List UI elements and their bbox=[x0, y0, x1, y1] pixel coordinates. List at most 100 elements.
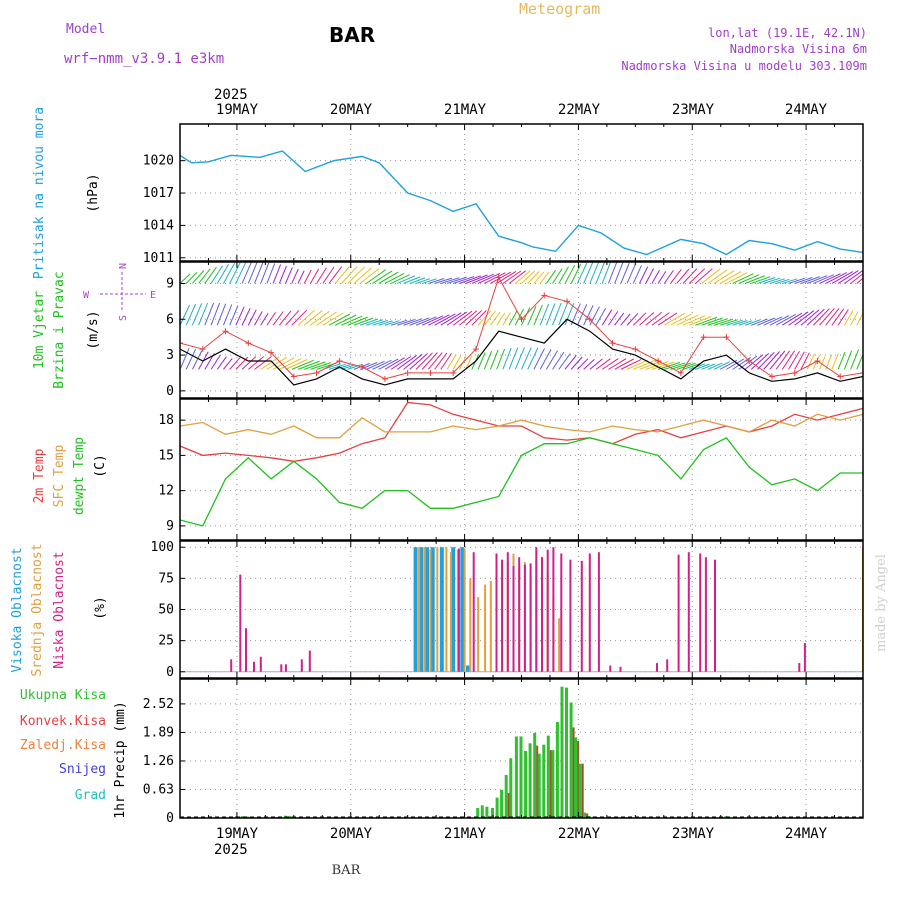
low-cloud-bar bbox=[864, 554, 866, 672]
wind-arrow bbox=[558, 353, 571, 370]
wind-arrow bbox=[359, 268, 380, 284]
wind-arrow bbox=[564, 354, 577, 370]
mid-cloud-bar bbox=[477, 597, 480, 672]
wind-arrow bbox=[539, 349, 552, 370]
wind-arrow bbox=[254, 262, 264, 284]
wind-arrow bbox=[397, 275, 416, 284]
wind-arrow bbox=[235, 262, 247, 284]
wind-arrow bbox=[657, 312, 678, 326]
wind-arrow bbox=[632, 312, 647, 326]
wind-arrow bbox=[254, 311, 263, 326]
wind-arrow bbox=[303, 310, 323, 326]
wind-arrow bbox=[459, 310, 478, 326]
wind-arrow bbox=[751, 318, 768, 326]
wind-arrow bbox=[508, 270, 526, 284]
wind-arrow bbox=[223, 358, 233, 370]
wind-arrow bbox=[452, 310, 473, 326]
wind-arrow bbox=[558, 302, 568, 326]
wind-arrow bbox=[701, 268, 721, 284]
low-cloud-bar bbox=[560, 553, 563, 672]
high-cloud-bar bbox=[430, 547, 435, 672]
wind-arrow bbox=[278, 310, 292, 326]
total-rain-bar bbox=[574, 737, 578, 818]
wind-arrow bbox=[533, 304, 543, 326]
wind-arrow bbox=[521, 347, 532, 370]
wind-plot-area bbox=[180, 262, 863, 398]
wind-arrow bbox=[806, 275, 828, 284]
low-cloud-bar bbox=[506, 552, 509, 672]
total-rain-bar bbox=[504, 775, 508, 818]
wind-arrow bbox=[198, 268, 211, 284]
wind-arrow bbox=[477, 272, 501, 284]
wind-arrow bbox=[403, 276, 421, 284]
cloud-panel: 0 25 50 75 100 bbox=[151, 540, 866, 680]
wind-arrow bbox=[428, 314, 450, 326]
wind-arrow bbox=[757, 352, 775, 370]
wind-arrow bbox=[726, 272, 748, 284]
wind-arrow bbox=[713, 318, 734, 326]
wind-arrow bbox=[216, 264, 230, 284]
wind-arrow bbox=[856, 353, 863, 370]
sfc-temp-line bbox=[180, 413, 863, 439]
legend-conv-rain: Konvek.Kisa bbox=[20, 714, 106, 729]
low-cloud-bar bbox=[245, 628, 247, 672]
wind-arrow bbox=[397, 319, 415, 326]
compass-east-label: E bbox=[150, 290, 156, 301]
wind-arrow bbox=[695, 363, 710, 370]
legend-snow: Snijeg bbox=[59, 762, 106, 777]
wind-arrow bbox=[781, 350, 796, 370]
wind-arrow bbox=[695, 316, 718, 326]
conv-rain-bar bbox=[549, 750, 552, 818]
wind-arrow bbox=[403, 318, 423, 326]
wind-arrow bbox=[825, 308, 840, 326]
y-tick-label: 15 bbox=[158, 448, 174, 463]
wind-arrow bbox=[247, 309, 257, 326]
bottom-year-label: 2025 bbox=[214, 842, 248, 858]
total-rain-bar bbox=[551, 750, 555, 818]
mid-cloud-bar bbox=[436, 547, 439, 672]
pressure-ylabels: Pritisak na nivou mora (hPa) bbox=[32, 107, 101, 279]
wind-arrow bbox=[757, 277, 776, 284]
wind-arrow bbox=[180, 304, 191, 326]
wind-arrow bbox=[695, 268, 713, 284]
wind-arrow bbox=[260, 356, 280, 370]
low-cloud-bar bbox=[284, 664, 287, 672]
wind-gust-marker bbox=[336, 358, 343, 365]
wind-arrow bbox=[223, 262, 235, 284]
bottom-day-label: 23MAY bbox=[672, 826, 715, 842]
wind-gust-marker bbox=[586, 316, 593, 323]
high-cloud-ylabel: Visoka Oblacnost bbox=[10, 547, 25, 672]
wind-arrow bbox=[583, 262, 594, 284]
wind-gust-marker bbox=[404, 369, 411, 376]
y-tick-label: 1011 bbox=[143, 251, 174, 266]
wind-arrow bbox=[434, 313, 456, 326]
wind-arrow bbox=[527, 271, 540, 284]
low-cloud-bar bbox=[253, 661, 255, 672]
wind-gust-marker bbox=[655, 358, 662, 365]
wind-arrow bbox=[415, 278, 430, 284]
wind-arrow bbox=[794, 277, 813, 284]
y-tick-label: 0 bbox=[166, 384, 174, 399]
credit-text: made by Angel bbox=[874, 554, 889, 652]
mid-cloud-bar bbox=[445, 547, 448, 672]
y-tick-label: 75 bbox=[158, 571, 174, 586]
wind-gust-marker bbox=[472, 346, 479, 353]
wind-arrow bbox=[508, 310, 518, 326]
wind-arrow bbox=[514, 347, 525, 370]
t2m-line bbox=[180, 401, 863, 462]
wind-arrow bbox=[353, 317, 374, 326]
wind-arrow bbox=[229, 305, 239, 326]
wind-arrow bbox=[726, 358, 745, 370]
wind-arrow bbox=[446, 353, 457, 370]
wind-arrow bbox=[521, 270, 536, 284]
wind-arrow bbox=[837, 309, 849, 326]
wind-arrow bbox=[719, 271, 742, 284]
wind-arrow bbox=[676, 314, 699, 326]
wind-arrow bbox=[782, 278, 798, 284]
wind-arrow bbox=[763, 277, 781, 284]
wind-panel: 0 3 6 9 bbox=[166, 261, 864, 399]
wind-arrow bbox=[334, 266, 350, 284]
wind-arrow bbox=[608, 311, 619, 326]
wind-gust-marker bbox=[791, 369, 798, 376]
low-cloud-bar bbox=[714, 559, 716, 672]
